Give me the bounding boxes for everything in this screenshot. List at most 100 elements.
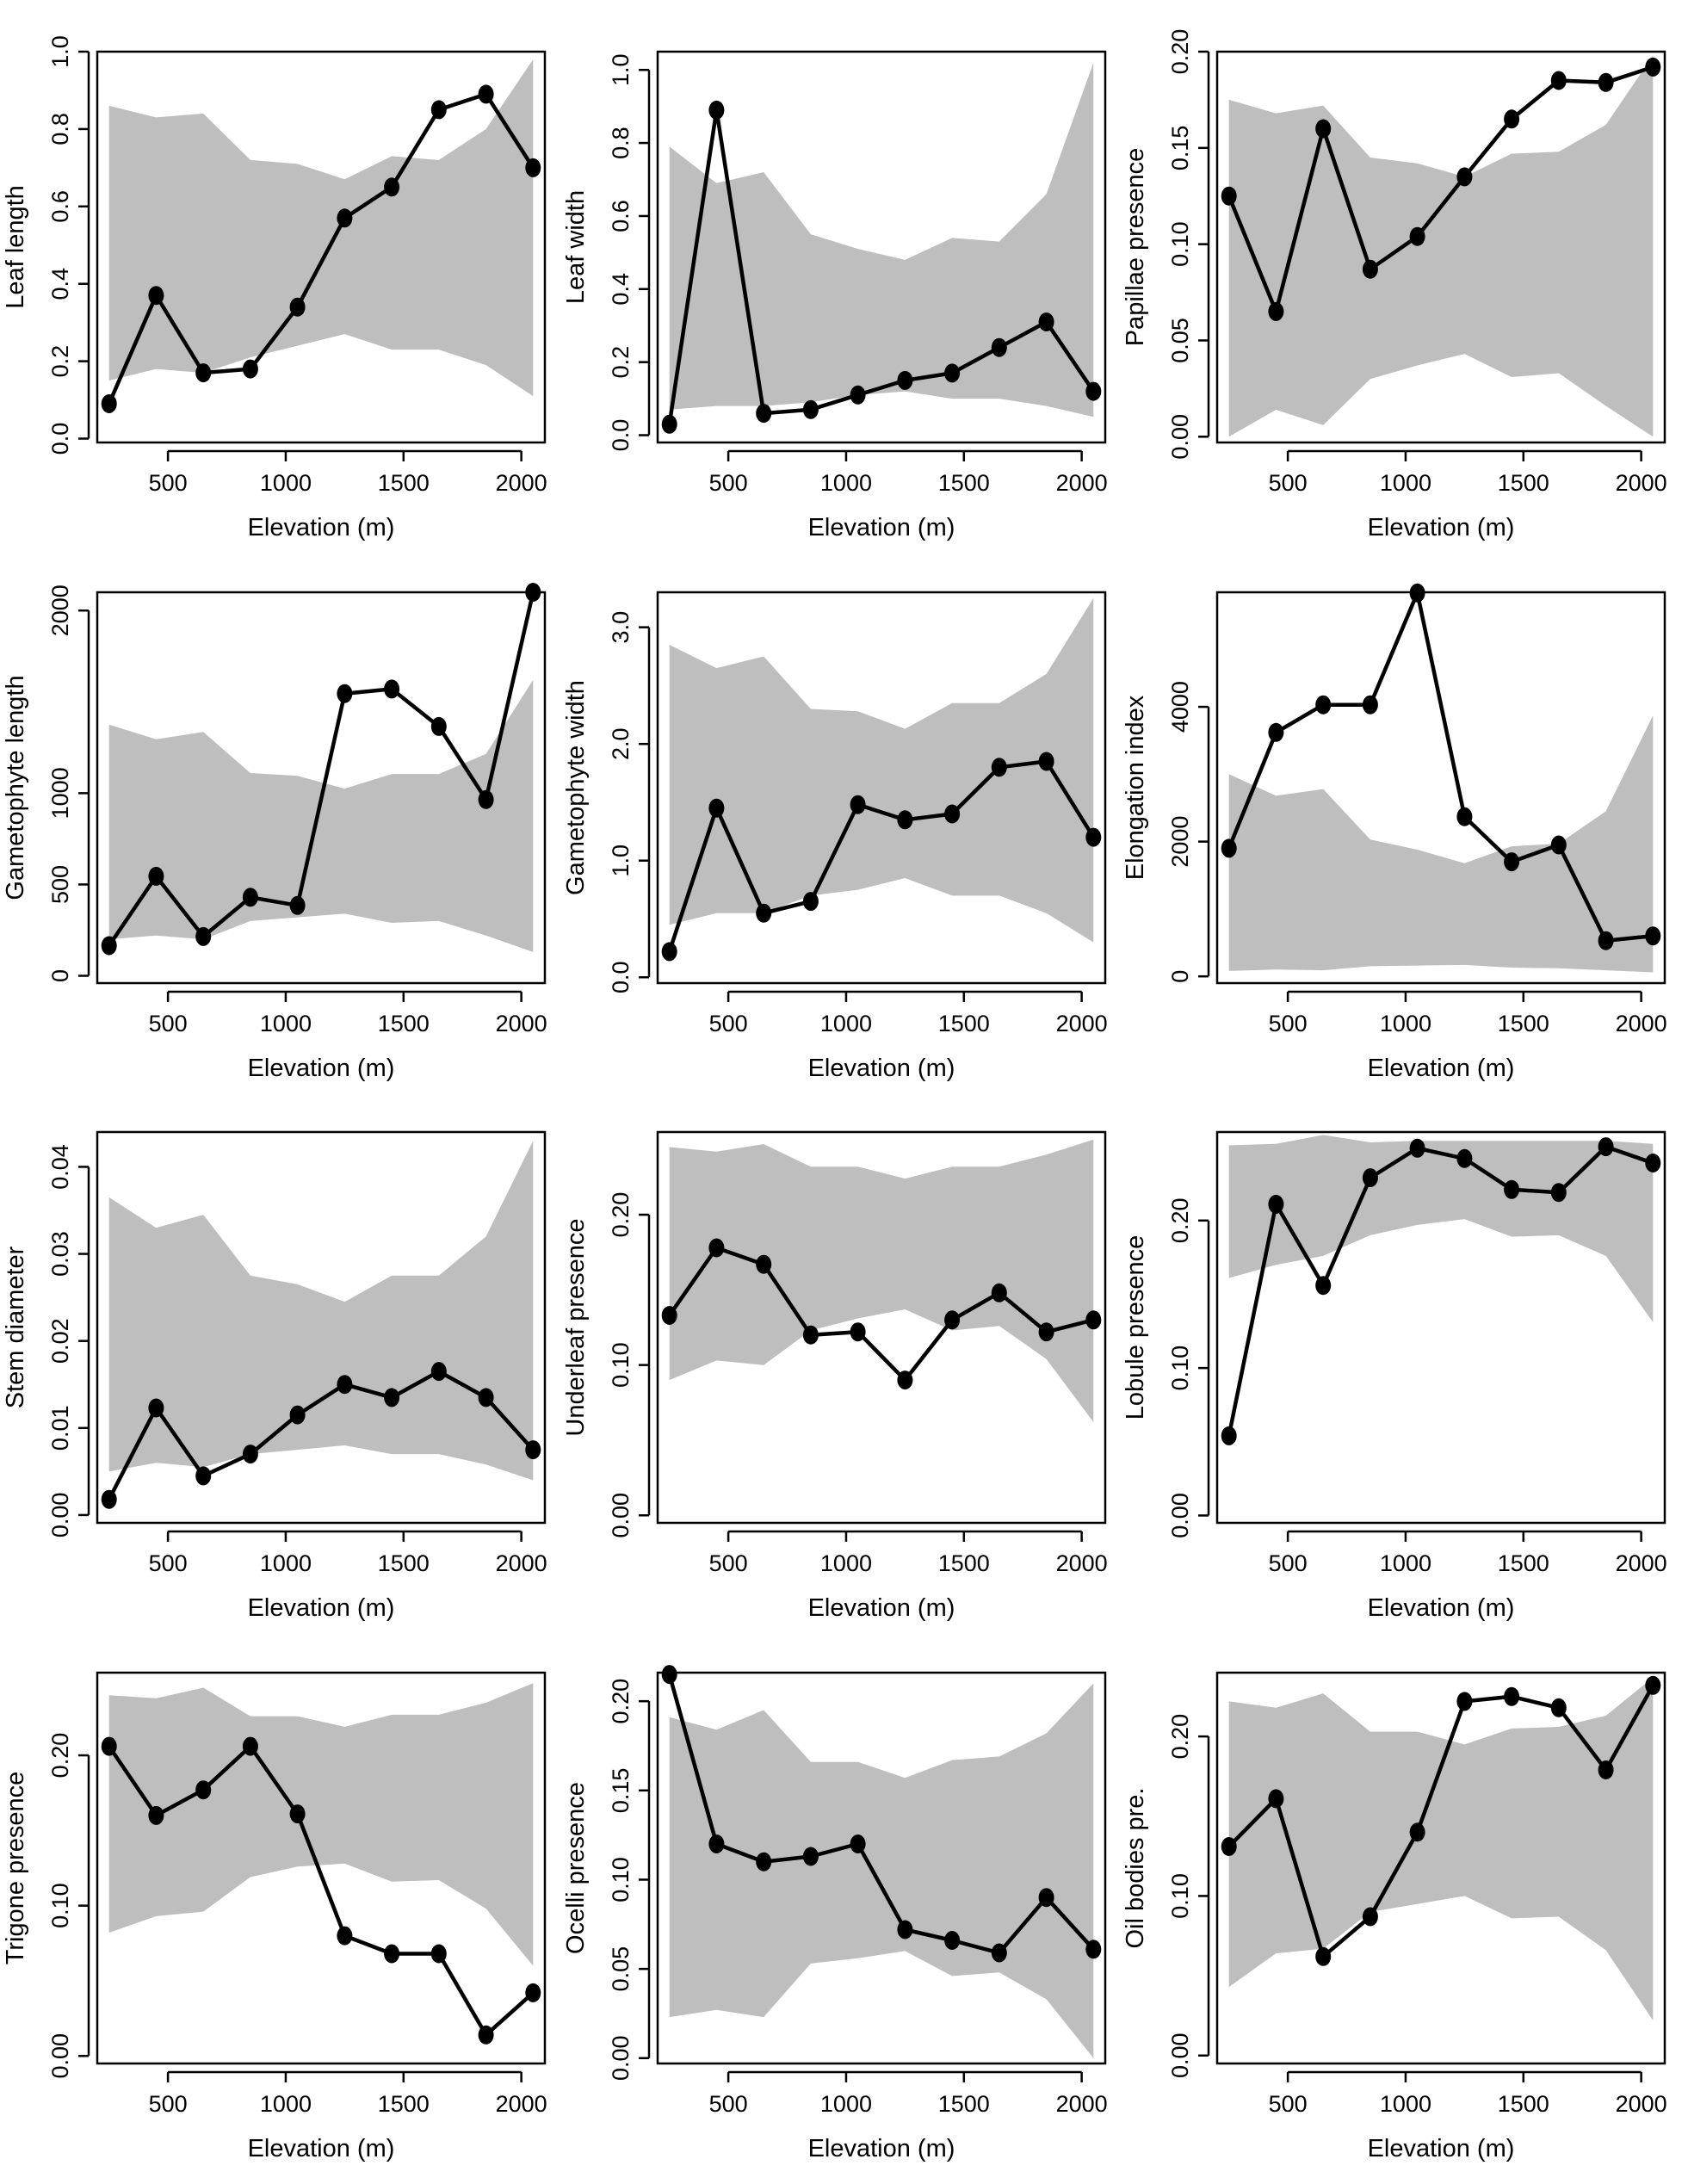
y-tick-label: 0.0 bbox=[608, 961, 634, 993]
x-tick-label: 2000 bbox=[496, 2091, 547, 2117]
data-point bbox=[897, 810, 913, 830]
plot-frame bbox=[656, 591, 1107, 985]
y-axis-label: Oil bodies pre. bbox=[1122, 1788, 1149, 1949]
y-tick-label: 0.20 bbox=[47, 1733, 73, 1779]
x-tick-label: 500 bbox=[149, 470, 188, 496]
x-tick-label: 1000 bbox=[1380, 1011, 1431, 1036]
data-point bbox=[1268, 1789, 1284, 1809]
y-tick-label: 0.15 bbox=[1167, 126, 1193, 171]
confidence-band bbox=[108, 59, 534, 397]
data-point bbox=[1409, 226, 1425, 246]
data-point bbox=[337, 1375, 353, 1395]
series-line bbox=[1227, 1144, 1654, 1437]
data-point bbox=[101, 1489, 117, 1509]
y-tick-label: 0.00 bbox=[608, 1493, 634, 1538]
series-line bbox=[107, 92, 535, 405]
x-tick-label: 2000 bbox=[1616, 1550, 1667, 1576]
data-point bbox=[802, 892, 819, 912]
y-axis-label: Lobule presence bbox=[1122, 1235, 1149, 1420]
chart-panel: 500 1000 1500 2000 Elevation (m) 0.0 0.2 0.4 0.6… bbox=[562, 50, 1108, 541]
y-axis-label: Elongation index bbox=[1122, 695, 1149, 880]
y-axis-label: Ocelli presence bbox=[562, 1782, 590, 1954]
data-point bbox=[430, 716, 447, 736]
x-tick-label: 1000 bbox=[260, 470, 312, 496]
y-tick-label: 0 bbox=[47, 969, 73, 982]
x-tick-label: 1500 bbox=[938, 2091, 990, 2117]
data-point bbox=[1085, 1310, 1102, 1330]
y-tick-label: 0.03 bbox=[47, 1231, 73, 1277]
y-tick-label: 0.10 bbox=[1167, 221, 1193, 267]
data-point bbox=[337, 208, 353, 228]
data-point bbox=[756, 903, 772, 923]
y-tick-label: 0.10 bbox=[1167, 1873, 1193, 1919]
chart-panel: 500 1000 1500 2000 Elevation (m) 0.00 0.10 0.20… bbox=[1122, 1130, 1667, 1622]
x-axis-label: Elevation (m) bbox=[248, 1055, 395, 1082]
plot-frame bbox=[96, 591, 547, 985]
confidence-band bbox=[108, 679, 534, 952]
data-point bbox=[195, 926, 212, 946]
y-tick-label: 0.00 bbox=[47, 2033, 73, 2079]
data-point bbox=[1504, 1686, 1520, 1706]
y-tick-label: 0.00 bbox=[1167, 1493, 1193, 1538]
x-tick-label: 500 bbox=[709, 1550, 748, 1576]
x-tick-label: 2000 bbox=[1616, 2091, 1667, 2117]
chart-panel: 500 1000 1500 2000 Elevation (m) 0.00 0.01 0.02… bbox=[2, 1130, 547, 1622]
data-point bbox=[1598, 72, 1614, 92]
y-axis-label: Trigone presence bbox=[2, 1772, 29, 1965]
plot-frame bbox=[656, 1671, 1107, 2065]
y-tick-label: 0.10 bbox=[608, 1857, 634, 1902]
x-axis-label: Elevation (m) bbox=[248, 1594, 395, 1622]
data-point bbox=[1645, 926, 1661, 946]
data-point bbox=[1504, 1179, 1520, 1199]
y-tick-label: 0.04 bbox=[47, 1144, 73, 1190]
confidence-band bbox=[1228, 55, 1654, 437]
data-point bbox=[897, 1370, 913, 1390]
y-tick-label: 0.01 bbox=[47, 1406, 73, 1451]
y-axis-label: Gametophyte length bbox=[2, 675, 29, 900]
data-point bbox=[101, 936, 117, 956]
data-point bbox=[897, 1920, 913, 1940]
series-line bbox=[667, 759, 1096, 953]
y-tick-label: 0.6 bbox=[608, 200, 634, 232]
data-point bbox=[1221, 1426, 1237, 1445]
data-point bbox=[384, 177, 400, 197]
data-point bbox=[756, 404, 772, 424]
data-point bbox=[991, 1943, 1007, 1963]
x-axis-label: Elevation (m) bbox=[808, 1055, 955, 1082]
data-point bbox=[991, 758, 1007, 777]
data-point bbox=[242, 888, 258, 907]
data-point bbox=[661, 942, 677, 962]
confidence-band bbox=[108, 1141, 534, 1481]
y-tick-label: 0.10 bbox=[608, 1342, 634, 1388]
data-point bbox=[1598, 931, 1614, 950]
series-line bbox=[107, 1369, 535, 1500]
data-point bbox=[1409, 1822, 1425, 1842]
confidence-band bbox=[1228, 715, 1654, 973]
y-tick-label: 2.0 bbox=[608, 727, 634, 760]
x-tick-label: 2000 bbox=[1056, 2091, 1108, 2117]
y-tick-label: 500 bbox=[47, 865, 73, 904]
data-point bbox=[1362, 1907, 1378, 1927]
data-point bbox=[1598, 1137, 1614, 1157]
data-point bbox=[478, 789, 494, 809]
chart-panel: 500 1000 1500 2000 Elevation (m) 0.00 0.10 0.20… bbox=[1122, 1671, 1667, 2162]
data-point bbox=[195, 1466, 212, 1486]
data-point bbox=[1315, 1276, 1332, 1296]
x-tick-label: 2000 bbox=[496, 470, 547, 496]
x-tick-label: 2000 bbox=[496, 1011, 547, 1036]
x-tick-label: 1500 bbox=[378, 470, 430, 496]
data-point bbox=[384, 679, 400, 699]
data-point bbox=[661, 1306, 677, 1325]
y-tick-label: 0.6 bbox=[47, 190, 73, 223]
data-point bbox=[289, 1405, 306, 1425]
chart-panel: 500 1000 1500 2000 Elevation (m) 0.00 0.10 0.20… bbox=[562, 1130, 1108, 1622]
y-axis-label: Leaf length bbox=[2, 185, 29, 309]
data-point bbox=[1409, 1138, 1425, 1158]
confidence-band bbox=[1228, 1677, 1654, 2020]
data-point bbox=[661, 1665, 677, 1685]
y-tick-label: 0 bbox=[1167, 970, 1193, 983]
data-point bbox=[1362, 695, 1378, 715]
y-tick-label: 3.0 bbox=[608, 611, 634, 644]
chart-panel: 500 1000 1500 2000 Elevation (m) 0.00 0.10 0.20… bbox=[2, 1671, 547, 2162]
data-point bbox=[430, 1944, 447, 1964]
